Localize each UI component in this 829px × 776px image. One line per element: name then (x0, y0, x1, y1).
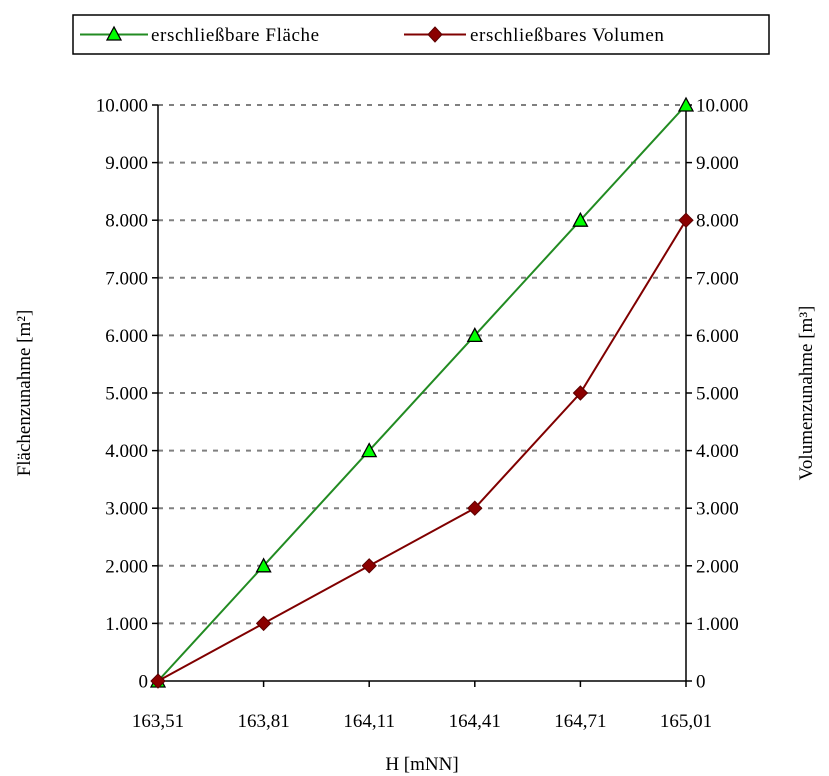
y-right-tick-label: 8.000 (696, 211, 739, 232)
y-right-tick-label: 5.000 (696, 384, 739, 405)
y-right-tick-label: 6.000 (696, 326, 739, 347)
y-right-tick-label: 1.000 (696, 614, 739, 635)
series-erschliessbares-volumen (150, 212, 694, 689)
y-right-tick-label: 7.000 (696, 268, 739, 289)
data-point-diamond (572, 385, 589, 401)
legend-marker-flaeche (105, 25, 123, 41)
legend-marker-volumen (427, 26, 443, 43)
legend: erschließbare Fläche erschließbares Volu… (72, 14, 770, 55)
x-tick-label: 163,51 (132, 711, 184, 732)
y-left-tick-label: 0 (139, 672, 149, 693)
series-line (157, 104, 687, 682)
y-left-tick-label: 7.000 (105, 268, 148, 289)
data-point-triangle (466, 327, 483, 343)
x-tick-label: 164,11 (343, 711, 395, 732)
x-axis-title: H [mNN] (385, 754, 458, 775)
series-erschliessbare-flaeche (149, 96, 695, 688)
x-tick-label: 163,81 (237, 711, 289, 732)
y-left-tick-label: 2.000 (105, 556, 148, 577)
series-line (157, 219, 687, 682)
y-right-tick-label: 10.000 (696, 96, 748, 117)
x-tick-label: 164,41 (449, 711, 501, 732)
y-left-tick-label: 9.000 (105, 153, 148, 174)
y-left-tick-label: 4.000 (105, 441, 148, 462)
y-left-tick-label: 5.000 (105, 384, 148, 405)
y-axis-right-title: Volumenzunahme [m³] (796, 306, 817, 481)
y-right-tick-label: 0 (696, 672, 706, 693)
data-point-triangle (255, 557, 272, 573)
y-right-tick-label: 9.000 (696, 153, 739, 174)
y-axis-left-title: Flächenzunahme [m²] (14, 310, 35, 477)
x-tick-labels: 163,51 163,81 164,11 164,41 164,71 165,01 (132, 711, 712, 732)
y-right-tick-labels: 0 1.000 2.000 3.000 4.000 5.000 6.000 7.000 8.00… (696, 96, 748, 693)
y-left-tick-label: 10.000 (96, 96, 148, 117)
y-right-tick-label: 4.000 (696, 441, 739, 462)
data-point-diamond (361, 558, 377, 574)
y-left-tick-label: 1.000 (105, 614, 148, 635)
y-right-tick-label: 2.000 (696, 556, 739, 577)
y-left-tick-label: 6.000 (105, 326, 148, 347)
legend-label-volumen: erschließbares Volumen (470, 25, 665, 46)
y-right-tick-label: 3.000 (696, 499, 739, 520)
x-tick-label: 164,71 (554, 711, 606, 732)
legend-label-flaeche: erschließbare Fläche (151, 25, 320, 46)
y-left-tick-label: 3.000 (105, 499, 148, 520)
data-point-diamond (150, 673, 166, 689)
gridlines (158, 104, 686, 625)
data-point-triangle (572, 211, 589, 227)
data-point-diamond (255, 615, 272, 632)
x-tick-label: 165,01 (660, 711, 712, 732)
y-left-tick-label: 8.000 (105, 211, 148, 232)
y-left-tick-labels: 0 1.000 2.000 3.000 4.000 5.000 6.000 7.000 8.00… (96, 96, 148, 693)
data-point-triangle (677, 96, 695, 112)
data-point-diamond (678, 212, 694, 228)
data-point-triangle (361, 442, 378, 458)
data-point-diamond (467, 500, 483, 516)
